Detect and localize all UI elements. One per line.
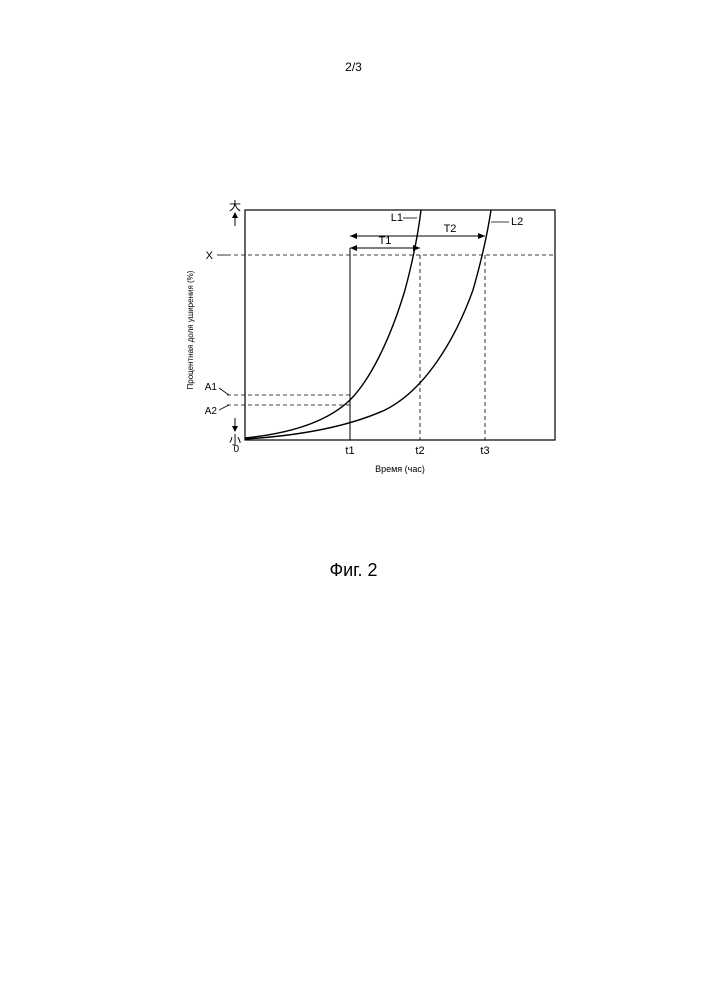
figure-caption: Фиг. 2	[0, 560, 707, 581]
label-L1: L1	[391, 212, 417, 224]
label-X: X	[206, 250, 227, 262]
y-bottom-arrow: 小	[229, 418, 241, 447]
plot-frame	[245, 210, 555, 440]
y-top-arrow: 大	[229, 200, 241, 226]
span-T1: T1	[350, 235, 420, 251]
span-T1-label: T1	[379, 235, 392, 247]
svg-text:X: X	[206, 250, 214, 262]
curve-L2	[245, 210, 491, 439]
label-L2: L2	[491, 216, 523, 228]
x-axis-label: Время (час)	[375, 464, 425, 474]
xtick-t3: t3	[480, 445, 489, 457]
y-axis-label: Процентная доля уширения (%)	[186, 270, 195, 389]
svg-text:A1: A1	[205, 382, 218, 393]
label-A2: A2	[205, 405, 229, 417]
page-number: 2/3	[0, 60, 707, 74]
svg-text:L2: L2	[511, 216, 523, 228]
svg-text:A2: A2	[205, 406, 218, 417]
svg-text:小: 小	[229, 433, 241, 447]
svg-text:大: 大	[229, 200, 241, 213]
xtick-t2: t2	[415, 445, 424, 457]
span-T2-label: T2	[444, 223, 457, 235]
svg-text:L1: L1	[391, 212, 403, 224]
xtick-t1: t1	[345, 445, 354, 457]
label-A1: A1	[205, 382, 229, 395]
chart: T1 T2 L1 L2 X	[165, 200, 565, 510]
